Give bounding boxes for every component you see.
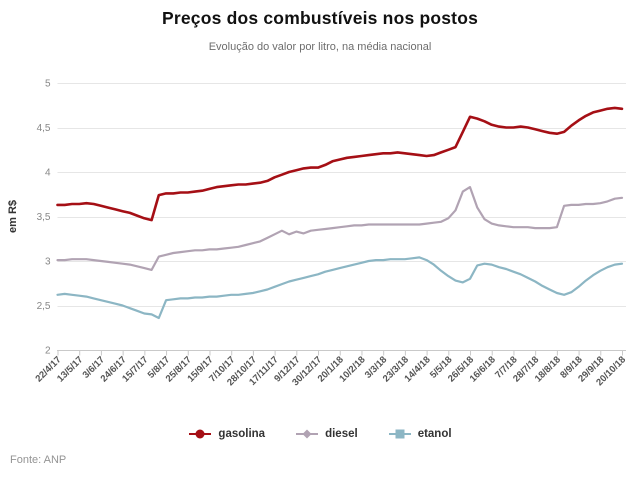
series-line-etanol [56, 256, 624, 320]
legend-item-etanol[interactable]: etanol [388, 428, 452, 440]
legend-label-gasolina: gasolina [218, 428, 266, 440]
diesel-marker-icon [296, 429, 319, 439]
y-tick-label: 3 [45, 257, 51, 268]
etanol-marker-icon [388, 429, 411, 439]
legend-label-diesel: diesel [325, 428, 358, 440]
y-tick-label: 4,5 [37, 123, 51, 134]
y-tick-label: 2 [45, 346, 51, 357]
y-tick-label: 4 [45, 168, 51, 179]
y-axis-title: em R$ [7, 200, 19, 233]
series-line-diesel [56, 185, 624, 271]
y-tick-label: 2,5 [37, 301, 51, 312]
chart-subtitle: Evolução do valor por litro, na média na… [208, 41, 432, 53]
legend-item-diesel[interactable]: diesel [295, 428, 358, 440]
legend-item-gasolina[interactable]: gasolina [188, 428, 265, 440]
legend-label-etanol: etanol [417, 428, 452, 440]
y-tick-label: 3,5 [37, 212, 51, 223]
chart-legend: gasolina diesel etanol [0, 424, 640, 444]
line-chart-plot: 22,533,544,5522/4/1713/5/173/6/1724/6/17… [7, 79, 628, 389]
y-tick-label: 5 [45, 79, 51, 90]
chart-title: Preços dos combustíveis nos postos [161, 8, 479, 28]
series-line-gasolina [56, 106, 624, 222]
source-note: Fonte: ANP [10, 454, 67, 466]
gasolina-marker-icon [189, 429, 212, 439]
